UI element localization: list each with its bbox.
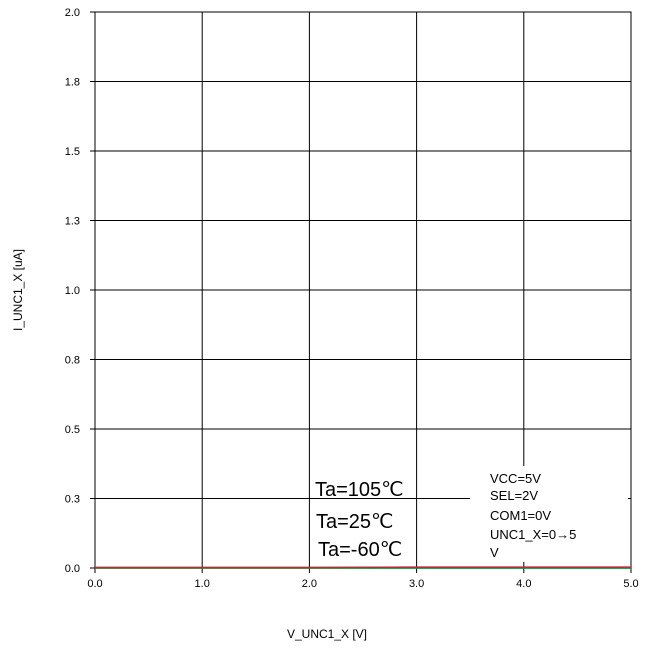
x-tick-label-1: 1.0	[195, 578, 210, 590]
annotation-ta-25: Ta=25℃	[316, 511, 394, 533]
y-tick-label-6: 1.5	[65, 146, 80, 158]
annotation-ta-105: Ta=105℃	[315, 479, 404, 501]
x-tick-label-4: 4.0	[516, 578, 531, 590]
x-axis-ticks: 0.0 1.0 2.0 3.0 4.0 5.0	[87, 568, 639, 590]
condition-unit-v: V	[490, 545, 499, 560]
condition-sel: SEL=2V	[490, 488, 538, 503]
x-tick-label-0: 0.0	[87, 578, 102, 590]
condition-com1: COM1=0V	[490, 508, 551, 523]
y-tick-label-7: 1.8	[65, 77, 80, 89]
y-tick-label-3: 0.8	[65, 355, 80, 367]
y-axis-label: I_UNC1_X [uA]	[11, 249, 25, 331]
y-tick-label-4: 1.0	[65, 285, 80, 297]
conditions-box-background	[470, 466, 628, 562]
condition-unc1-x: UNC1_X=0→5	[490, 527, 576, 542]
x-tick-label-3: 3.0	[409, 578, 424, 590]
y-axis-ticks: 0.0 0.3 0.5 0.8 1.0 1.3 1.5 1.8 2.0	[65, 7, 95, 575]
x-tick-label-5: 5.0	[623, 578, 638, 590]
x-tick-label-2: 2.0	[302, 578, 317, 590]
annotation-ta-minus-60: Ta=-60℃	[318, 539, 402, 561]
y-tick-label-1: 0.3	[65, 494, 80, 506]
condition-vcc: VCC=5V	[490, 471, 541, 486]
y-tick-label-5: 1.3	[65, 216, 80, 228]
y-tick-label-2: 0.5	[65, 424, 80, 436]
x-axis-label: V_UNC1_X [V]	[287, 627, 367, 641]
y-tick-label-8: 2.0	[65, 7, 80, 19]
y-tick-label-0: 0.0	[65, 563, 80, 575]
series-lines	[95, 566, 631, 569]
